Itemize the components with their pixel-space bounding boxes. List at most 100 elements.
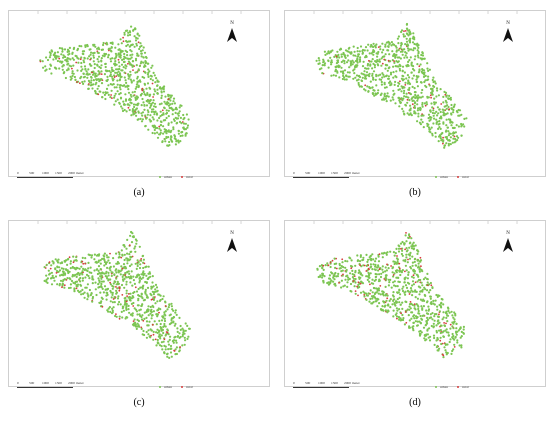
- urban-point: [152, 118, 155, 121]
- urban-point: [172, 100, 175, 103]
- urban-point: [115, 289, 118, 292]
- urban-point: [167, 306, 170, 309]
- urban-point: [87, 87, 90, 90]
- urban-point: [165, 129, 168, 132]
- urban-point: [445, 310, 448, 313]
- rural-point: [442, 142, 444, 145]
- urban-point: [405, 65, 408, 68]
- urban-point: [407, 273, 410, 276]
- urban-point: [403, 323, 406, 326]
- urban-point: [139, 263, 142, 266]
- urban-point: [445, 94, 448, 97]
- urban-point: [333, 257, 336, 260]
- urban-point: [88, 55, 91, 58]
- urban-point: [149, 305, 152, 309]
- urban-point: [458, 109, 462, 112]
- urban-point: [446, 343, 449, 346]
- urban-point: [436, 89, 439, 92]
- urban-point: [118, 251, 121, 254]
- scale-label: 500: [305, 381, 311, 385]
- urban-point: [146, 62, 149, 65]
- urban-point: [145, 104, 149, 107]
- rural-point: [55, 272, 58, 274]
- urban-point: [100, 285, 103, 288]
- urban-point: [142, 101, 145, 104]
- rural-point: [152, 333, 155, 336]
- urban-point: [384, 45, 387, 48]
- urban-point: [353, 68, 356, 71]
- scale-label: 2000 meter: [344, 171, 360, 175]
- urban-point: [448, 132, 451, 135]
- urban-point: [368, 256, 371, 259]
- urban-point: [148, 320, 151, 323]
- urban-point: [419, 63, 422, 66]
- urban-point: [117, 295, 120, 298]
- urban-point: [405, 22, 409, 26]
- urban-point: [369, 45, 372, 48]
- urban-point: [93, 253, 96, 256]
- urban-point: [419, 298, 422, 301]
- urban-point: [145, 274, 148, 277]
- urban-point: [392, 281, 395, 284]
- urban-point: [436, 305, 439, 308]
- urban-point: [109, 60, 113, 63]
- urban-point: [370, 60, 373, 63]
- urban-point: [109, 310, 112, 313]
- urban-point: [131, 65, 134, 68]
- urban-point: [462, 332, 465, 335]
- urban-point: [127, 270, 130, 273]
- urban-point: [114, 269, 117, 272]
- urban-point: [136, 81, 139, 84]
- urban-point: [143, 104, 146, 107]
- urban-point: [180, 131, 183, 134]
- urban-point: [425, 103, 429, 106]
- urban-point: [420, 70, 423, 73]
- urban-point: [347, 276, 350, 279]
- urban-point: [135, 36, 138, 39]
- urban-point: [392, 299, 395, 302]
- urban-point: [451, 141, 454, 144]
- urban-point: [383, 86, 387, 89]
- rural-point: [142, 319, 145, 322]
- urban-point: [357, 283, 360, 286]
- urban-point: [450, 124, 453, 127]
- urban-point: [447, 105, 450, 109]
- urban-point: [434, 299, 437, 302]
- urban-point: [420, 305, 423, 308]
- urban-point: [423, 293, 426, 297]
- urban-point: [149, 292, 152, 295]
- urban-point: [114, 280, 117, 283]
- urban-point: [441, 318, 444, 321]
- urban-point: [404, 51, 407, 54]
- urban-point: [384, 53, 387, 56]
- urban-point: [122, 273, 125, 277]
- map-panel-a: N 0 500 1000 1500 2000 meter urban rural: [4, 2, 274, 202]
- urban-point: [164, 95, 167, 98]
- urban-point: [130, 56, 133, 59]
- urban-point: [323, 63, 326, 67]
- urban-point: [140, 318, 144, 321]
- urban-point: [118, 315, 121, 318]
- urban-point: [323, 62, 327, 65]
- urban-point: [384, 270, 387, 273]
- urban-point: [405, 253, 408, 256]
- urban-point: [331, 272, 334, 275]
- urban-point: [449, 136, 452, 139]
- urban-point: [334, 74, 338, 77]
- urban-point: [118, 102, 121, 105]
- urban-point: [105, 92, 108, 95]
- urban-point: [185, 113, 188, 116]
- urban-point: [380, 80, 383, 84]
- urban-point: [92, 56, 95, 59]
- urban-point: [407, 64, 410, 67]
- urban-point: [106, 293, 109, 296]
- urban-point: [388, 42, 391, 45]
- urban-point: [405, 240, 408, 243]
- urban-point: [416, 280, 419, 283]
- urban-point: [431, 90, 434, 93]
- urban-point: [83, 291, 86, 294]
- urban-point: [132, 291, 135, 295]
- urban-point: [78, 291, 81, 294]
- urban-point: [404, 258, 407, 262]
- rural-point: [127, 106, 130, 109]
